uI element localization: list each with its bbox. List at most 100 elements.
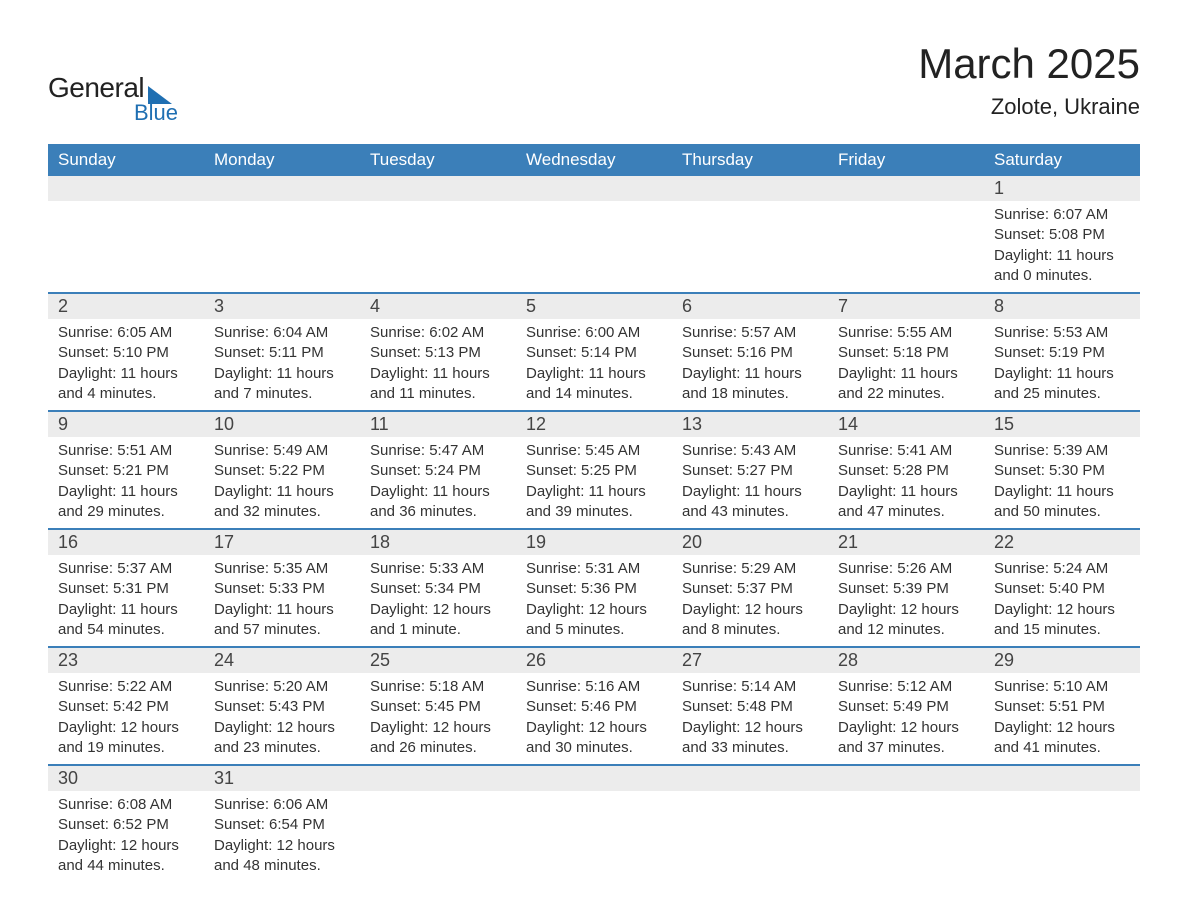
daylight-text: Daylight: 11 hours and 22 minutes. [838, 364, 974, 405]
daylight-text: Daylight: 11 hours and 50 minutes. [994, 482, 1130, 523]
day-number: 14 [828, 412, 984, 437]
sunrise-text: Sunrise: 5:37 AM [58, 559, 194, 579]
sunset-text: Sunset: 5:42 PM [58, 697, 194, 717]
day-detail: Sunrise: 6:07 AMSunset: 5:08 PMDaylight:… [984, 201, 1140, 292]
daylight-text: Daylight: 12 hours and 26 minutes. [370, 718, 506, 759]
day-detail: Sunrise: 6:05 AMSunset: 5:10 PMDaylight:… [48, 319, 204, 410]
sunrise-text: Sunrise: 5:22 AM [58, 677, 194, 697]
day-detail: Sunrise: 5:49 AMSunset: 5:22 PMDaylight:… [204, 437, 360, 528]
daynum-row: 3031 [48, 766, 1140, 791]
day-number [516, 766, 672, 791]
day-number: 31 [204, 766, 360, 791]
sunrise-text: Sunrise: 5:39 AM [994, 441, 1130, 461]
day-number [48, 176, 204, 201]
weekday-header: Monday [204, 144, 360, 176]
day-detail: Sunrise: 5:31 AMSunset: 5:36 PMDaylight:… [516, 555, 672, 646]
day-number: 21 [828, 530, 984, 555]
day-detail: Sunrise: 5:18 AMSunset: 5:45 PMDaylight:… [360, 673, 516, 764]
day-number: 1 [984, 176, 1140, 201]
day-number: 2 [48, 294, 204, 319]
sunset-text: Sunset: 5:28 PM [838, 461, 974, 481]
day-detail: Sunrise: 5:53 AMSunset: 5:19 PMDaylight:… [984, 319, 1140, 410]
sunset-text: Sunset: 5:08 PM [994, 225, 1130, 245]
day-number: 30 [48, 766, 204, 791]
sunset-text: Sunset: 6:52 PM [58, 815, 194, 835]
daylight-text: Daylight: 12 hours and 33 minutes. [682, 718, 818, 759]
daylight-text: Daylight: 11 hours and 18 minutes. [682, 364, 818, 405]
day-number [204, 176, 360, 201]
sunset-text: Sunset: 5:51 PM [994, 697, 1130, 717]
week-block: 16171819202122Sunrise: 5:37 AMSunset: 5:… [48, 528, 1140, 646]
day-number: 29 [984, 648, 1140, 673]
sunset-text: Sunset: 5:27 PM [682, 461, 818, 481]
sunrise-text: Sunrise: 5:29 AM [682, 559, 818, 579]
day-number: 7 [828, 294, 984, 319]
day-number [360, 766, 516, 791]
day-detail: Sunrise: 6:02 AMSunset: 5:13 PMDaylight:… [360, 319, 516, 410]
day-detail: Sunrise: 5:12 AMSunset: 5:49 PMDaylight:… [828, 673, 984, 764]
day-number: 12 [516, 412, 672, 437]
day-number [516, 176, 672, 201]
sunrise-text: Sunrise: 5:10 AM [994, 677, 1130, 697]
daylight-text: Daylight: 11 hours and 7 minutes. [214, 364, 350, 405]
day-detail [360, 791, 516, 882]
sunset-text: Sunset: 5:11 PM [214, 343, 350, 363]
day-number: 4 [360, 294, 516, 319]
day-number: 26 [516, 648, 672, 673]
sunrise-text: Sunrise: 5:31 AM [526, 559, 662, 579]
sunset-text: Sunset: 5:18 PM [838, 343, 974, 363]
detail-row: Sunrise: 6:08 AMSunset: 6:52 PMDaylight:… [48, 791, 1140, 882]
sunrise-text: Sunrise: 5:18 AM [370, 677, 506, 697]
logo-blue-text: Blue [134, 100, 178, 126]
day-detail: Sunrise: 5:33 AMSunset: 5:34 PMDaylight:… [360, 555, 516, 646]
sunrise-text: Sunrise: 5:43 AM [682, 441, 818, 461]
daylight-text: Daylight: 12 hours and 19 minutes. [58, 718, 194, 759]
day-detail: Sunrise: 5:47 AMSunset: 5:24 PMDaylight:… [360, 437, 516, 528]
weekday-header: Thursday [672, 144, 828, 176]
day-detail [984, 791, 1140, 882]
day-number: 11 [360, 412, 516, 437]
detail-row: Sunrise: 5:37 AMSunset: 5:31 PMDaylight:… [48, 555, 1140, 646]
sunrise-text: Sunrise: 6:02 AM [370, 323, 506, 343]
day-number: 18 [360, 530, 516, 555]
daylight-text: Daylight: 12 hours and 12 minutes. [838, 600, 974, 641]
logo: General Blue [48, 72, 178, 126]
daylight-text: Daylight: 11 hours and 54 minutes. [58, 600, 194, 641]
day-number: 25 [360, 648, 516, 673]
logo-general-text: General [48, 72, 144, 104]
sunrise-text: Sunrise: 5:26 AM [838, 559, 974, 579]
sunrise-text: Sunrise: 5:33 AM [370, 559, 506, 579]
sunset-text: Sunset: 5:39 PM [838, 579, 974, 599]
sunset-text: Sunset: 5:19 PM [994, 343, 1130, 363]
daylight-text: Daylight: 12 hours and 41 minutes. [994, 718, 1130, 759]
daylight-text: Daylight: 12 hours and 23 minutes. [214, 718, 350, 759]
day-number: 5 [516, 294, 672, 319]
day-detail [672, 791, 828, 882]
daylight-text: Daylight: 12 hours and 44 minutes. [58, 836, 194, 877]
day-number [828, 176, 984, 201]
sunset-text: Sunset: 5:21 PM [58, 461, 194, 481]
day-detail: Sunrise: 5:43 AMSunset: 5:27 PMDaylight:… [672, 437, 828, 528]
daylight-text: Daylight: 11 hours and 25 minutes. [994, 364, 1130, 405]
day-number: 16 [48, 530, 204, 555]
sunset-text: Sunset: 5:40 PM [994, 579, 1130, 599]
sunset-text: Sunset: 5:34 PM [370, 579, 506, 599]
calendar-body: 1Sunrise: 6:07 AMSunset: 5:08 PMDaylight… [48, 176, 1140, 882]
day-detail: Sunrise: 5:45 AMSunset: 5:25 PMDaylight:… [516, 437, 672, 528]
weekday-header: Friday [828, 144, 984, 176]
sunrise-text: Sunrise: 5:24 AM [994, 559, 1130, 579]
location-text: Zolote, Ukraine [918, 94, 1140, 120]
day-number: 15 [984, 412, 1140, 437]
sunrise-text: Sunrise: 5:55 AM [838, 323, 974, 343]
sunset-text: Sunset: 5:33 PM [214, 579, 350, 599]
daylight-text: Daylight: 11 hours and 32 minutes. [214, 482, 350, 523]
sunset-text: Sunset: 5:14 PM [526, 343, 662, 363]
day-number [828, 766, 984, 791]
sunset-text: Sunset: 5:45 PM [370, 697, 506, 717]
day-detail [672, 201, 828, 292]
daylight-text: Daylight: 12 hours and 8 minutes. [682, 600, 818, 641]
detail-row: Sunrise: 5:51 AMSunset: 5:21 PMDaylight:… [48, 437, 1140, 528]
day-detail: Sunrise: 5:57 AMSunset: 5:16 PMDaylight:… [672, 319, 828, 410]
weekday-header: Sunday [48, 144, 204, 176]
sunset-text: Sunset: 5:36 PM [526, 579, 662, 599]
